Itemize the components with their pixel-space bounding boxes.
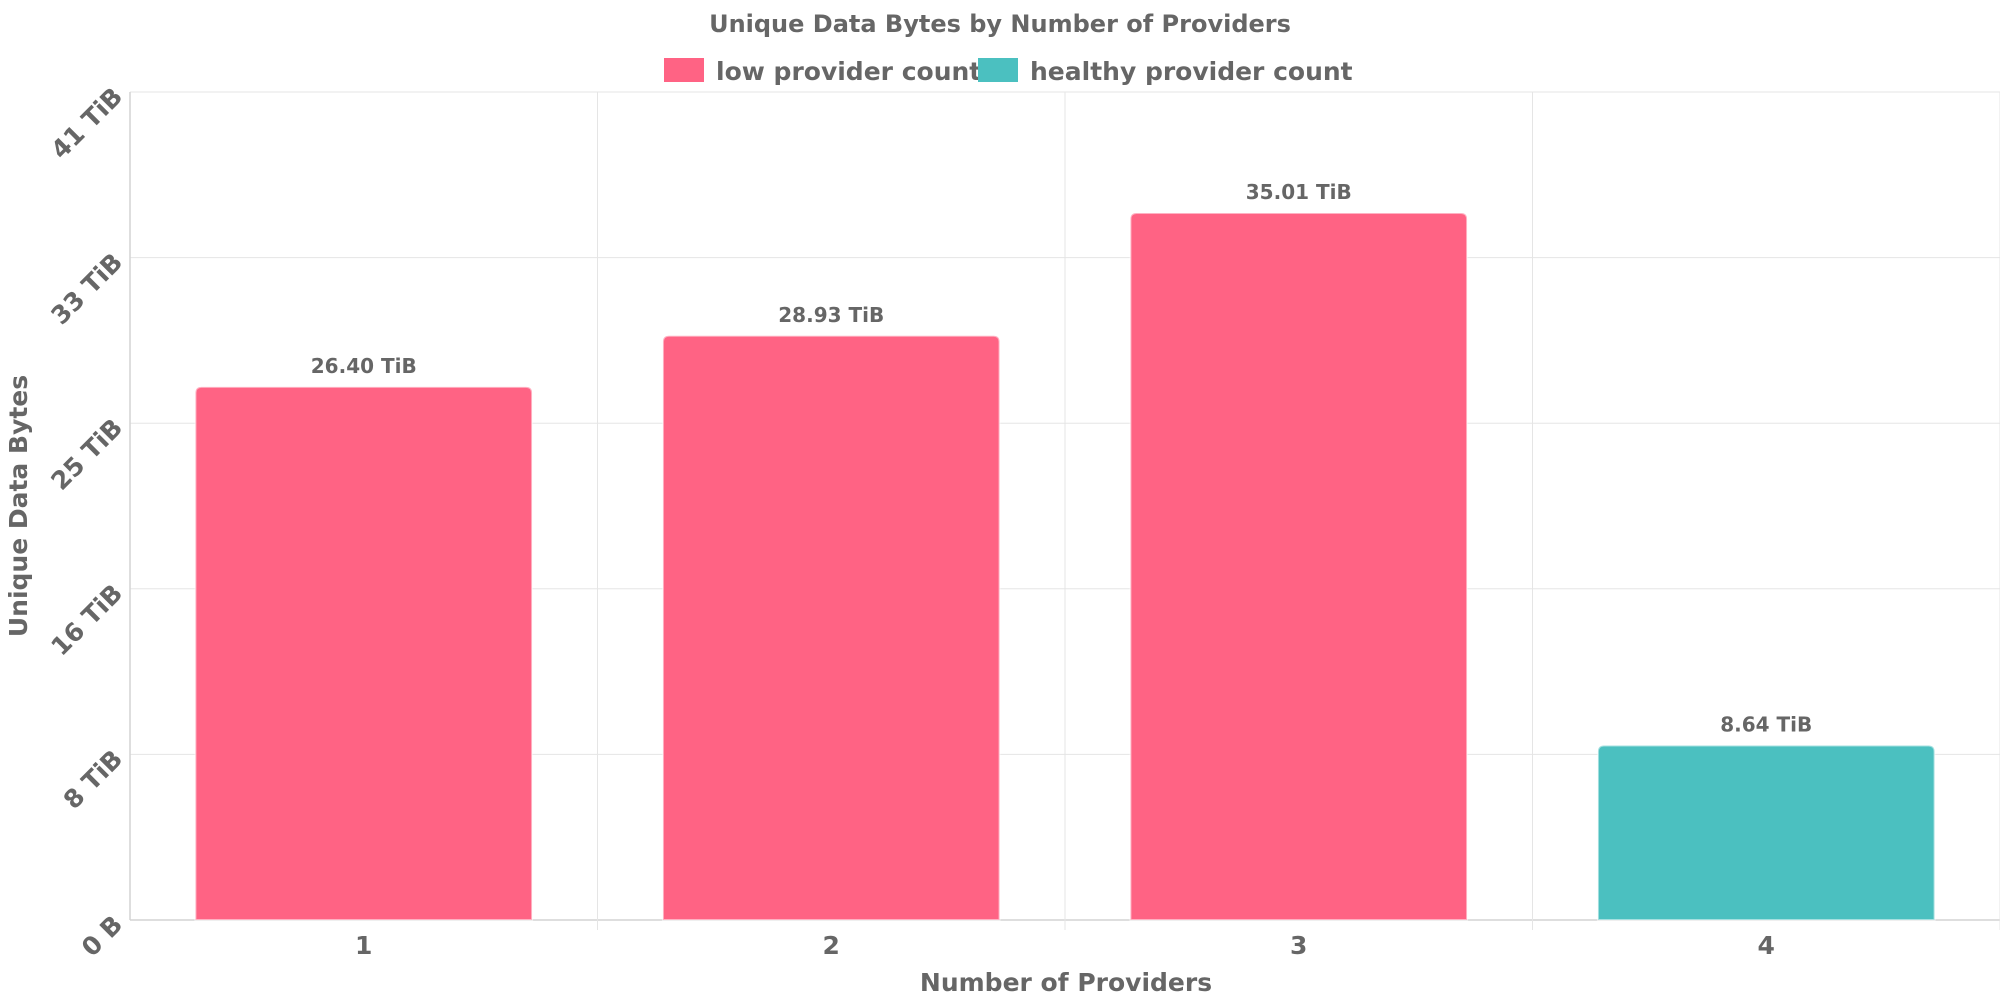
y-axis-ticks: 0 B 8 TiB 16 TiB 25 TiB 33 TiB 41 TiB	[45, 82, 128, 962]
legend-label-healthy-provider-count[interactable]: healthy provider count	[1030, 57, 1353, 86]
value-label-1: 26.40 TiB	[311, 354, 417, 378]
y-axis-title: Unique Data Bytes	[4, 375, 33, 637]
y-tick-label: 8 TiB	[58, 744, 129, 815]
bars	[194, 211, 1936, 921]
legend: low provider count healthy provider coun…	[664, 57, 1353, 86]
bar-3[interactable]	[1129, 211, 1469, 921]
bar-4[interactable]	[1596, 744, 1936, 921]
x-tick-label: 3	[1290, 931, 1307, 960]
x-axis-ticks: 1 2 3 4	[355, 931, 1775, 960]
value-label-4: 8.64 TiB	[1720, 713, 1812, 737]
value-labels: 26.40 TiB 28.93 TiB 35.01 TiB 8.64 TiB	[311, 180, 1813, 737]
x-tick-label: 4	[1758, 931, 1775, 960]
chart-title: Unique Data Bytes by Number of Providers	[709, 10, 1291, 38]
legend-swatch-healthy-provider-count[interactable]	[978, 58, 1018, 82]
bar-1[interactable]	[194, 385, 534, 921]
legend-label-low-provider-count[interactable]: low provider count	[716, 57, 981, 86]
legend-swatch-low-provider-count[interactable]	[664, 58, 704, 82]
x-tick-label: 1	[355, 931, 372, 960]
y-tick-label: 0 B	[76, 910, 128, 962]
y-tick-label: 41 TiB	[45, 82, 128, 165]
value-label-3: 35.01 TiB	[1246, 180, 1352, 204]
y-tick-label: 25 TiB	[45, 413, 128, 496]
y-tick-label: 16 TiB	[45, 579, 128, 662]
bar-2[interactable]	[661, 334, 1001, 921]
x-tick-label: 2	[823, 931, 840, 960]
value-label-2: 28.93 TiB	[778, 303, 884, 327]
x-axis-title: Number of Providers	[920, 968, 1212, 997]
y-tick-label: 33 TiB	[45, 247, 128, 330]
